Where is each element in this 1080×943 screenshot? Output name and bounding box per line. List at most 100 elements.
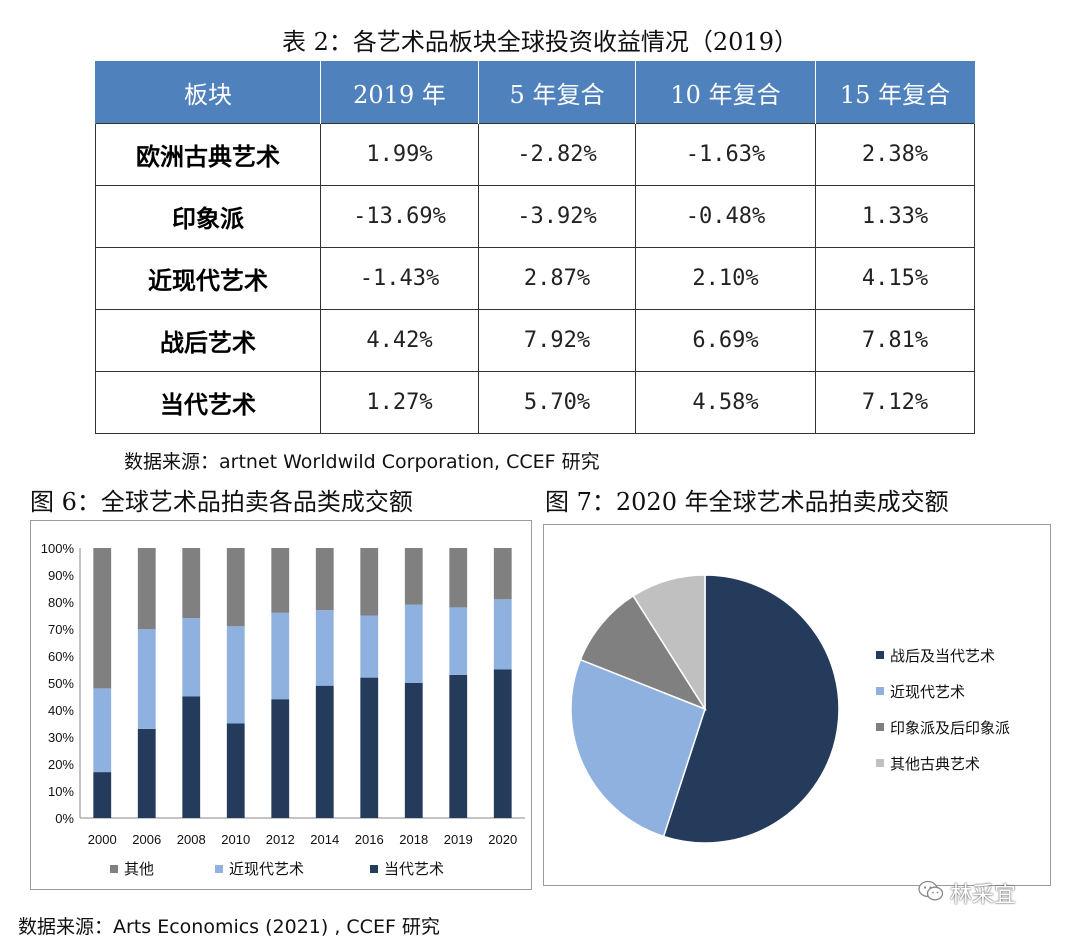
x-tick-label: 2014 xyxy=(310,832,339,847)
legend-label: 印象派及后印象派 xyxy=(890,719,1010,737)
bar-segment xyxy=(360,615,379,678)
table-row: 欧洲古典艺术 1.99% -2.82% -1.63% 2.38% xyxy=(95,123,975,186)
legend-swatch xyxy=(876,651,884,659)
legend-swatch xyxy=(110,865,118,873)
legend-label: 其他古典艺术 xyxy=(890,755,980,773)
table-cell: 4.15% xyxy=(815,247,975,310)
bar-segment xyxy=(449,548,468,608)
bar-segment xyxy=(315,548,334,611)
x-tick-label: 2020 xyxy=(488,832,517,847)
pie-slice xyxy=(570,658,706,838)
bar-segment xyxy=(315,685,334,818)
table-cell: 1.99% xyxy=(320,123,479,186)
bar-segment xyxy=(182,548,201,619)
legend-swatch xyxy=(876,687,884,695)
y-tick-label: 60% xyxy=(48,649,74,664)
bar-segment xyxy=(493,599,512,670)
watermark-logo: 林采宜 xyxy=(950,883,1017,908)
bar-segment xyxy=(360,548,379,616)
sector-cell: 印象派 xyxy=(95,185,321,248)
bar-segment xyxy=(404,548,423,605)
table-cell: 2.10% xyxy=(635,247,816,310)
bar-segment xyxy=(182,696,201,818)
y-tick-label: 40% xyxy=(48,703,74,718)
legend-label: 当代艺术 xyxy=(384,860,444,878)
x-tick-label: 2012 xyxy=(266,832,295,847)
table-cell: 1.33% xyxy=(815,185,975,248)
sector-cell: 当代艺术 xyxy=(95,371,321,434)
legend-label: 其他 xyxy=(124,860,154,878)
sector-cell: 欧洲古典艺术 xyxy=(95,123,321,186)
x-tick-label: 2019 xyxy=(444,832,473,847)
bar-segment xyxy=(226,548,245,627)
bar-segment xyxy=(315,610,334,686)
table-cell: 7.81% xyxy=(815,309,975,372)
bar-segment xyxy=(93,688,112,773)
legend-swatch xyxy=(370,865,378,873)
x-tick-label: 2018 xyxy=(399,832,428,847)
bar-segment xyxy=(137,629,156,729)
stacked-bar-chart: 0% 10% 20% 30% 40% 50% 60% 70% 80% 90% 100% 2000 200… xyxy=(41,541,525,878)
bar-segment xyxy=(93,772,112,818)
table-cell: -2.82% xyxy=(478,123,636,186)
x-tick-label: 2008 xyxy=(177,832,206,847)
y-tick-label: 20% xyxy=(48,757,74,772)
x-tick-label: 2006 xyxy=(132,832,161,847)
bar-segment xyxy=(493,669,512,818)
table-row: 战后艺术 4.42% 7.92% 6.69% 7.81% xyxy=(95,309,975,372)
table-row: 当代艺术 1.27% 5.70% 4.58% 7.12% xyxy=(95,371,975,434)
table-cell: -13.69% xyxy=(320,185,479,248)
bar-segment xyxy=(449,607,468,675)
table-cell: 5.70% xyxy=(478,371,636,434)
column-header: 2019 年 xyxy=(320,61,479,124)
legend-swatch xyxy=(876,759,884,767)
sector-cell: 近现代艺术 xyxy=(95,247,321,310)
table-source: 数据来源：artnet Worldwild Corporation, CCEF … xyxy=(124,451,600,473)
pie-slice xyxy=(579,594,707,711)
table-cell: -1.43% xyxy=(320,247,479,310)
y-tick-label: 50% xyxy=(48,676,74,691)
table-row: 印象派 -13.69% -3.92% -0.48% 1.33% xyxy=(95,185,975,248)
y-tick-label: 90% xyxy=(48,568,74,583)
sector-cell: 战后艺术 xyxy=(95,309,321,372)
y-tick-label: 10% xyxy=(48,784,74,799)
table-cell: -1.63% xyxy=(635,123,816,186)
bar-segment xyxy=(404,604,423,683)
pie-slice xyxy=(662,574,840,844)
fig6-title: 图 6：全球艺术品拍卖各品类成交额 xyxy=(30,488,413,516)
y-tick-label: 100% xyxy=(41,541,75,556)
table-cell: 7.12% xyxy=(815,371,975,434)
fig7-title: 图 7：2020 年全球艺术品拍卖成交额 xyxy=(545,488,949,516)
y-tick-label: 70% xyxy=(48,622,74,637)
bar-segment xyxy=(271,612,290,700)
bar-segment xyxy=(449,674,468,818)
table-title: 表 2：各艺术品板块全球投资收益情况（2019） xyxy=(282,28,798,56)
bar-segment xyxy=(493,548,512,600)
legend-label: 近现代艺术 xyxy=(890,683,965,701)
column-header: 5 年复合 xyxy=(478,61,636,124)
table-cell: 4.58% xyxy=(635,371,816,434)
legend-label: 战后及当代艺术 xyxy=(890,647,995,665)
x-tick-label: 2000 xyxy=(88,832,117,847)
y-tick-label: 0% xyxy=(55,811,74,826)
y-tick-label: 80% xyxy=(48,595,74,610)
table-cell: 4.42% xyxy=(320,309,479,372)
wechat-icon xyxy=(918,880,944,902)
pie-slice xyxy=(632,574,706,712)
legend-swatch xyxy=(876,723,884,731)
legend-label: 近现代艺术 xyxy=(229,860,304,878)
x-tick-label: 2016 xyxy=(355,832,384,847)
returns-table: 板块 2019 年 5 年复合 10 年复合 15 年复合 欧洲古典艺术 1.9… xyxy=(95,61,975,434)
fig6-panel xyxy=(30,520,532,890)
bar-segment xyxy=(137,728,156,818)
legend-swatch xyxy=(215,865,223,873)
bar-segment xyxy=(182,618,201,697)
table-row: 近现代艺术 -1.43% 2.87% 2.10% 4.15% xyxy=(95,247,975,310)
table-cell: -3.92% xyxy=(478,185,636,248)
x-tick-label: 2010 xyxy=(221,832,250,847)
bar-segment xyxy=(271,699,290,818)
table-header-row: 板块 2019 年 5 年复合 10 年复合 15 年复合 xyxy=(95,61,975,124)
table-cell: 2.38% xyxy=(815,123,975,186)
table-cell: 6.69% xyxy=(635,309,816,372)
